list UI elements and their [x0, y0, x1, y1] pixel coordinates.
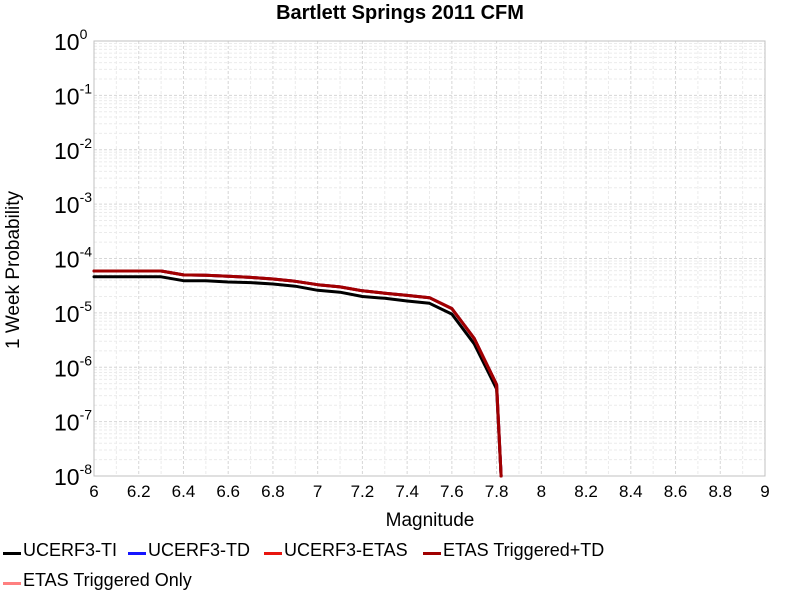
legend-item-ucerf3-td: UCERF3-TD — [128, 540, 250, 561]
y-tick-label: 10-3 — [54, 189, 92, 218]
y-tick-label: 10-8 — [54, 461, 92, 490]
y-tick-label: 10-4 — [54, 244, 92, 273]
grid — [93, 41, 766, 477]
chart: Bartlett Springs 2011 CFM 6 6.2 6.4 6.6 6.8 7… — [3, 2, 770, 531]
x-tick-label: 7 — [313, 482, 322, 501]
series-line-ucerf3-ti — [92, 275, 503, 478]
legend-label: UCERF3-ETAS — [284, 540, 408, 560]
legend-item-etas-triggered-only: ETAS Triggered Only — [3, 570, 192, 591]
legend-label: UCERF3-TI — [23, 540, 117, 560]
y-tick-label: 10-7 — [54, 407, 92, 436]
legend-item-ucerf3-etas: UCERF3-ETAS — [264, 540, 408, 561]
x-axis-label: Magnitude — [386, 510, 475, 531]
legend-swatch — [264, 552, 282, 555]
x-tick-label: 8 — [537, 482, 546, 501]
x-tick-label: 6.2 — [127, 482, 151, 501]
legend-label: UCERF3-TD — [148, 540, 250, 560]
legend-label: ETAS Triggered+TD — [443, 540, 605, 560]
y-tick-label: 10-1 — [54, 80, 92, 109]
legend-swatch — [128, 552, 146, 555]
series-layer — [92, 269, 503, 478]
x-tick-label: 8.2 — [574, 482, 598, 501]
legend-swatch — [3, 582, 21, 585]
legend-item-etas-triggered-td: ETAS Triggered+TD — [423, 540, 604, 561]
x-tick-label: 7.6 — [440, 482, 464, 501]
x-tick-label: 6 — [89, 482, 98, 501]
x-tick-label: 6.4 — [172, 482, 196, 501]
chart-title: Bartlett Springs 2011 CFM — [276, 2, 524, 24]
y-tick-labels: 100 10-1 10-2 10-3 10-4 10-5 10-6 10-7 10-8 — [54, 26, 92, 490]
y-tick-label: 10-2 — [54, 135, 92, 164]
x-tick-label: 8.8 — [708, 482, 732, 501]
y-axis-label: 1 Week Probability — [3, 190, 24, 349]
series-line-etas-triggered-td — [92, 269, 503, 478]
legend: UCERF3-TI UCERF3-TD UCERF3-ETAS ETAS Tri… — [0, 537, 800, 597]
x-tick-label: 8.6 — [664, 482, 688, 501]
plot-frame — [93, 40, 766, 477]
legend-label: ETAS Triggered Only — [23, 570, 192, 590]
x-tick-label: 7.4 — [395, 482, 419, 501]
y-tick-label: 100 — [54, 26, 88, 55]
x-tick-label: 7.8 — [485, 482, 509, 501]
x-tick-label: 7.2 — [351, 482, 375, 501]
y-tick-label: 10-5 — [54, 298, 92, 327]
x-tick-label: 9 — [760, 482, 769, 501]
legend-swatch — [3, 552, 21, 555]
x-tick-label: 8.4 — [619, 482, 643, 501]
legend-swatch — [423, 552, 441, 555]
x-tick-label: 6.8 — [261, 482, 285, 501]
x-tick-label: 6.6 — [216, 482, 240, 501]
y-tick-label: 10-6 — [54, 352, 92, 381]
x-tick-labels: 6 6.2 6.4 6.6 6.8 7 7.2 7.4 7.6 7.8 8 8.2 8.4 8.6 8.8 9 — [89, 482, 769, 501]
legend-item-ucerf3-ti: UCERF3-TI — [3, 540, 117, 561]
